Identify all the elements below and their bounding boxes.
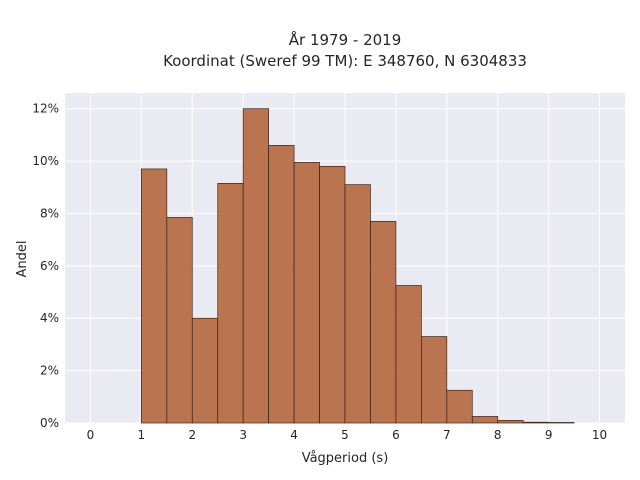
y-tick-label-2: 4% (40, 311, 59, 325)
histogram-bar-14 (497, 420, 524, 424)
chart-title-line2: Koordinat (Sweref 99 TM): E 348760, N 63… (163, 52, 527, 70)
x-tick-label-7: 7 (443, 428, 451, 442)
histogram-bar-5 (268, 145, 295, 424)
y-tick-labels: 0% 2% 4% 6% 8% 10% 12% (32, 102, 59, 430)
x-tick-label-5: 5 (341, 428, 349, 442)
histogram-bar-15 (522, 421, 549, 424)
x-tick-label-3: 3 (239, 428, 247, 442)
x-tick-label-0: 0 (87, 428, 95, 442)
histogram-bar-0 (141, 168, 168, 424)
x-tick-label-1: 1 (138, 428, 146, 442)
histogram-bar-8 (344, 184, 371, 424)
y-tick-label-1: 2% (40, 364, 59, 378)
x-tick-label-8: 8 (494, 428, 502, 442)
chart-title-line1: År 1979 - 2019 (289, 30, 402, 49)
histogram-bar-16 (548, 422, 575, 424)
y-axis-label: Andel (15, 241, 30, 278)
x-tick-label-9: 9 (545, 428, 553, 442)
histogram-bar-11 (421, 336, 448, 424)
histogram-bar-3 (217, 183, 244, 424)
y-tick-label-3: 6% (40, 259, 59, 273)
y-tick-label-5: 10% (32, 154, 59, 168)
histogram-bar-4 (242, 108, 269, 424)
histogram-bar-2 (191, 317, 219, 424)
x-tick-label-4: 4 (290, 428, 298, 442)
x-tick-label-2: 2 (188, 428, 196, 442)
x-axis-label: Vågperiod (s) (302, 451, 389, 466)
x-tick-labels: 0 1 2 3 4 5 6 7 8 9 10 (87, 428, 608, 442)
bars (141, 108, 575, 424)
histogram-bar-13 (471, 416, 499, 424)
y-tick-label-4: 8% (40, 206, 59, 220)
y-tick-label-6: 12% (32, 102, 59, 116)
histogram-bar-6 (293, 162, 320, 424)
histogram-bar-9 (370, 220, 397, 424)
histogram-bar-12 (446, 389, 473, 424)
x-tick-label-6: 6 (392, 428, 400, 442)
y-tick-label-0: 0% (40, 416, 59, 430)
histogram-bar-1 (166, 217, 193, 424)
x-tick-label-10: 10 (592, 428, 607, 442)
histogram-bar-7 (319, 165, 346, 424)
histogram-bar-10 (395, 285, 422, 424)
